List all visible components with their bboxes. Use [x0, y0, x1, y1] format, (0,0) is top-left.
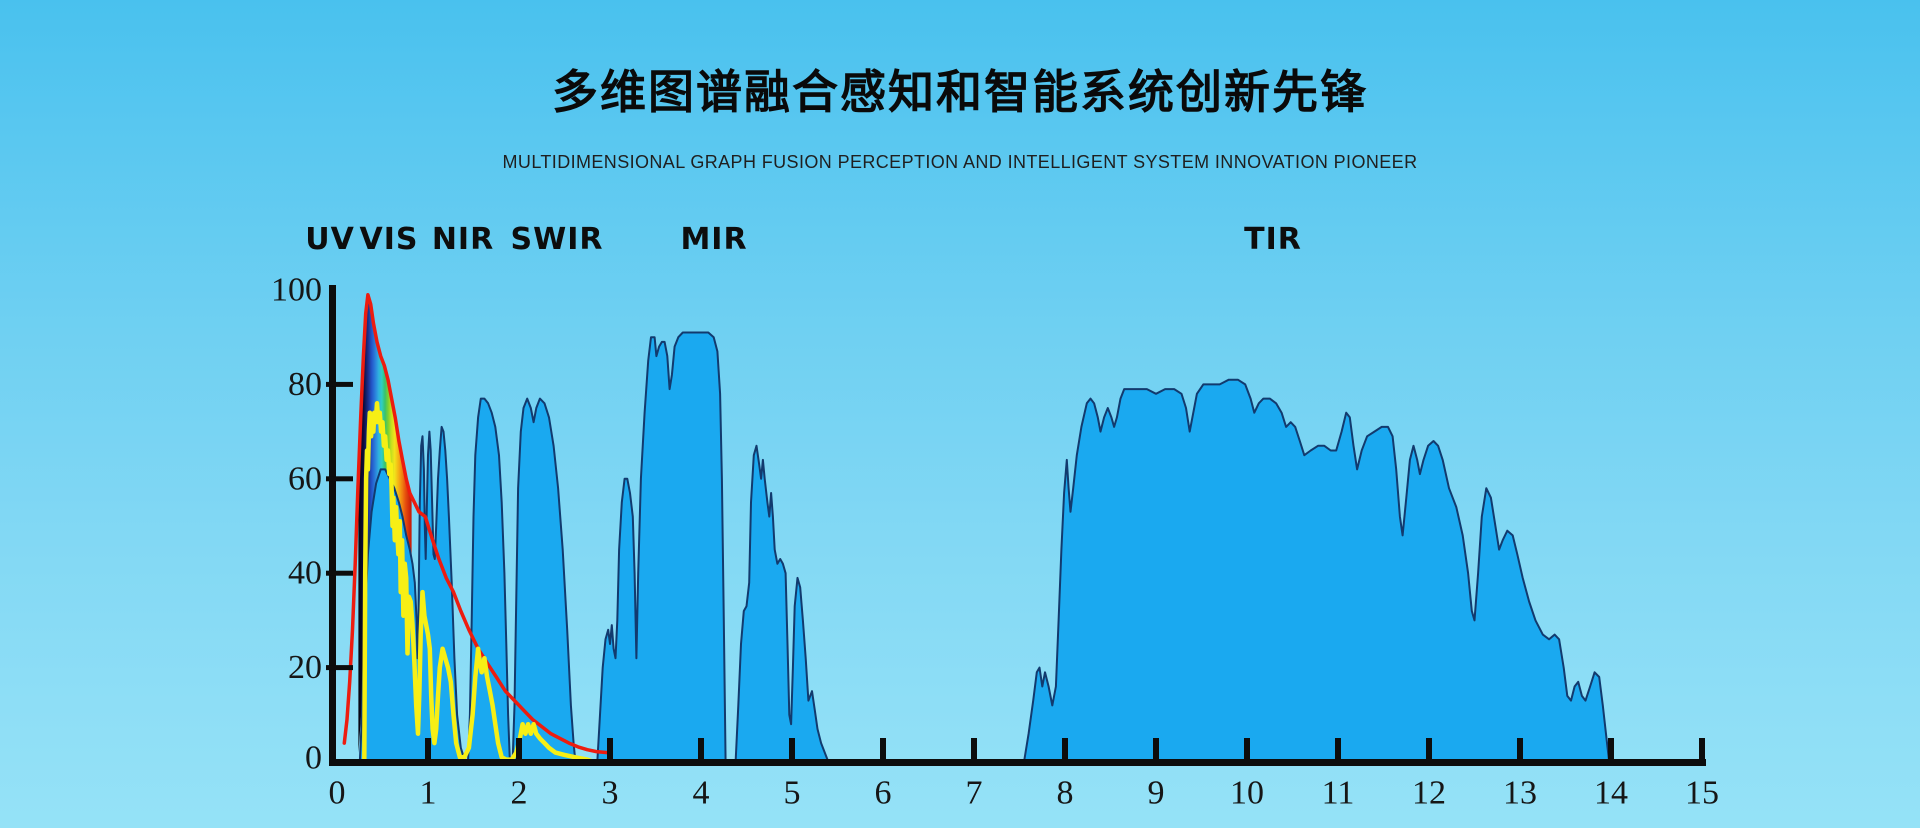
- x-tick-label: 14: [1594, 775, 1628, 812]
- y-axis-line: [329, 285, 336, 766]
- x-tick: [1517, 738, 1523, 762]
- band-label-vis: VIS: [359, 222, 419, 257]
- band-label-swir: SWIR: [510, 222, 604, 257]
- x-tick-label: 4: [693, 775, 710, 812]
- y-tick: [326, 381, 353, 387]
- y-tick: [326, 476, 353, 482]
- swir-window-1: [467, 397, 511, 763]
- x-tick: [1153, 738, 1159, 762]
- x-tick-label: 8: [1057, 775, 1074, 812]
- page-subtitle: MULTIDIMENSIONAL GRAPH FUSION PERCEPTION…: [502, 152, 1418, 172]
- x-tick: [1335, 738, 1341, 762]
- y-tick: [326, 665, 353, 671]
- y-tick-label: 0: [305, 740, 322, 777]
- y-tick-label: 60: [288, 460, 322, 497]
- y-tick-label: 100: [271, 272, 322, 309]
- x-tick: [789, 738, 795, 762]
- visible-spectrum-area: [358, 294, 412, 753]
- x-tick-label: 9: [1148, 775, 1165, 812]
- x-tick-label: 11: [1322, 775, 1355, 812]
- page-title: 多维图谱融合感知和智能系统创新先锋: [552, 65, 1368, 119]
- band-label-nir: NIR: [431, 222, 495, 257]
- x-tick: [1244, 738, 1250, 762]
- x-tick-label: 5: [784, 775, 801, 812]
- x-tick-label: 13: [1503, 775, 1537, 812]
- x-tick-label: 0: [329, 775, 346, 812]
- band-label-mir: MIR: [680, 222, 748, 257]
- x-tick: [971, 738, 977, 762]
- x-tick-label: 10: [1230, 775, 1264, 812]
- x-tick: [880, 738, 886, 762]
- x-tick: [1699, 738, 1705, 762]
- x-tick-label: 3: [602, 775, 619, 812]
- x-tick-label: 6: [875, 775, 892, 812]
- x-tick-label: 12: [1412, 775, 1446, 812]
- mir-window-1: [596, 331, 727, 763]
- y-tick-label: 20: [288, 649, 322, 686]
- x-tick-label: 1: [420, 775, 437, 812]
- x-tick: [516, 738, 522, 762]
- tir-window: [1023, 378, 1611, 763]
- x-axis-line: [329, 759, 1706, 766]
- x-tick: [1062, 738, 1068, 762]
- x-tick-label: 7: [966, 775, 983, 812]
- axes: [326, 285, 1706, 766]
- x-tick: [698, 738, 704, 762]
- x-tick: [425, 738, 431, 762]
- x-tick: [607, 738, 613, 762]
- band-label-tir: TIR: [1244, 222, 1302, 257]
- swir-window-2: [511, 397, 577, 763]
- y-tick: [326, 570, 353, 576]
- x-tick-label: 2: [511, 775, 528, 812]
- x-tick: [1426, 738, 1432, 762]
- x-tick-label: 15: [1685, 775, 1719, 812]
- solar-spectrum-curve: [362, 401, 596, 765]
- y-tick-label: 80: [288, 366, 322, 403]
- blackbody-envelope-curve: [342, 292, 610, 755]
- y-tick-label: 40: [288, 555, 322, 592]
- band-label-uv: UV: [305, 222, 355, 257]
- x-tick: [1608, 738, 1614, 762]
- transmission-windows: [358, 331, 1611, 763]
- mir-window-2: [734, 444, 830, 763]
